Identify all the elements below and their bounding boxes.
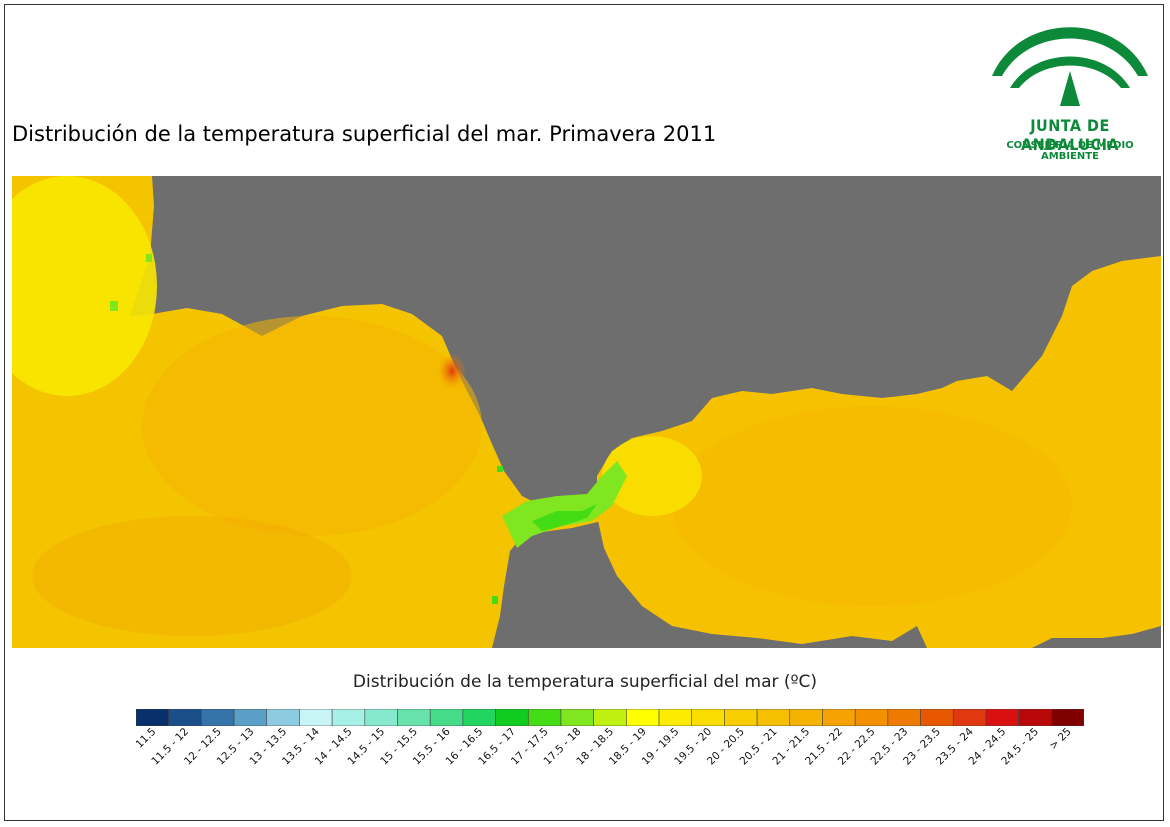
legend-swatch xyxy=(593,709,627,726)
legend-swatch xyxy=(266,709,300,726)
logo-emblem-icon xyxy=(992,27,1148,106)
legend-swatch xyxy=(331,709,366,726)
logo-text-consejeria: CONSEJERÍA DE MEDIO AMBIENTE xyxy=(1006,140,1134,162)
sea-warm-patch xyxy=(32,516,352,636)
legend-swatch xyxy=(789,709,823,726)
legend-swatch xyxy=(299,709,333,726)
coastal-speck xyxy=(497,466,503,472)
legend-swatch xyxy=(136,709,169,726)
legend-swatch xyxy=(462,709,496,726)
legend-swatch xyxy=(724,709,758,726)
legend-swatch xyxy=(626,709,660,726)
strait-coldest-water xyxy=(532,504,597,531)
legend-swatch xyxy=(364,709,398,726)
legend-swatch xyxy=(1018,709,1052,726)
sst-map xyxy=(0,176,1161,648)
legend-swatch xyxy=(920,709,954,726)
legend-swatch xyxy=(952,709,987,726)
legend-swatch xyxy=(168,709,202,726)
strait-cool-water xyxy=(502,461,627,548)
sea-warm-patch xyxy=(672,406,1072,606)
junta-andalucia-logo: JUNTA DE ANDALUCIA CONSEJERÍA DE MEDIO A… xyxy=(980,16,1160,162)
legend-swatch xyxy=(822,709,856,726)
sea-hot-spot xyxy=(438,353,466,389)
legend-swatch xyxy=(1051,709,1084,726)
coastal-speck xyxy=(110,301,118,311)
legend-title: Distribución de la temperatura superfici… xyxy=(352,672,818,692)
legend-swatch xyxy=(691,709,725,726)
legend-swatch xyxy=(201,709,235,726)
legend-swatch xyxy=(429,709,464,726)
sst-map-svg xyxy=(0,176,1161,648)
legend-swatch xyxy=(887,709,921,726)
legend-swatch xyxy=(527,709,562,726)
sea-mediterranean xyxy=(597,256,1161,648)
sea-warm-patch xyxy=(142,316,482,536)
legend-swatch xyxy=(495,709,529,726)
legend-swatch xyxy=(397,709,431,726)
coastal-speck xyxy=(492,596,498,604)
logo-text-junta: JUNTA DE ANDALUCIA xyxy=(1020,116,1120,154)
legend-swatch xyxy=(658,709,693,726)
coastal-speck xyxy=(146,254,152,262)
sea-cool-patch xyxy=(0,176,157,396)
legend-swatch xyxy=(854,709,889,726)
legend-swatch xyxy=(560,709,594,726)
legend-label: > 25 xyxy=(1047,728,1074,752)
legend-color-bar xyxy=(136,709,1084,726)
legend-swatch xyxy=(756,709,791,726)
legend-swatch xyxy=(233,709,268,726)
sea-cool-patch xyxy=(602,436,702,516)
legend-swatch xyxy=(985,709,1019,726)
page-title: Distribución de la temperatura superfici… xyxy=(12,122,717,146)
